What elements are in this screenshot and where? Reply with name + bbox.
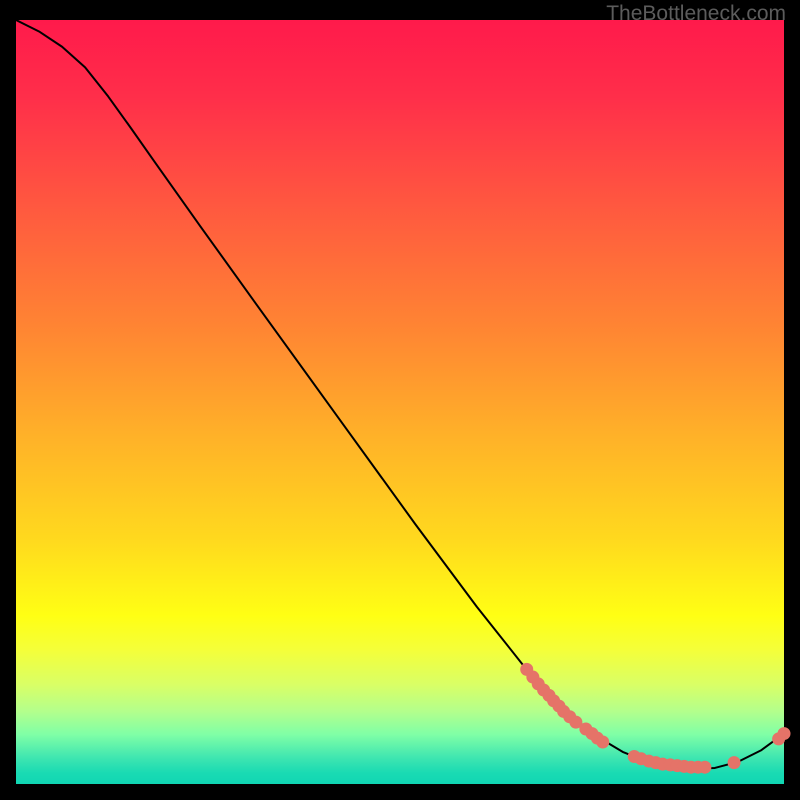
gradient-panel: [16, 20, 784, 784]
watermark-text: TheBottleneck.com: [606, 2, 786, 26]
stage: TheBottleneck.com: [0, 0, 800, 800]
